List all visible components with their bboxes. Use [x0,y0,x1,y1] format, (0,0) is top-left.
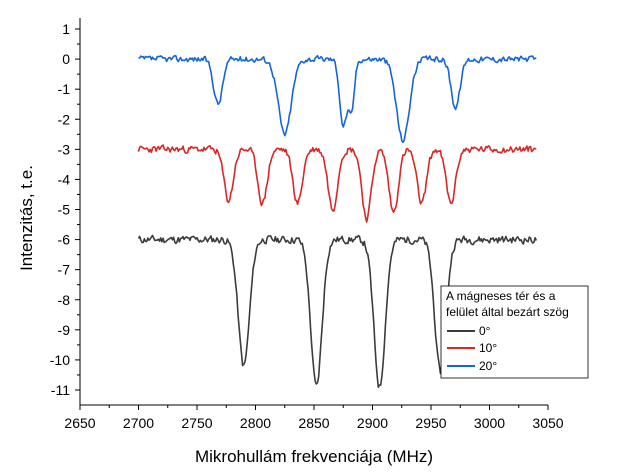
series-line-1 [137,144,537,223]
x-tick-label: 2750 [181,415,212,431]
y-tick-label: -11 [51,382,70,398]
y-tick-label: -8 [58,292,71,308]
y-tick-label: -4 [58,171,71,187]
y-axis-title: Intenzitás, t.e. [17,165,36,271]
x-tick-label: 2950 [415,415,446,431]
x-tick-label: 2900 [357,415,388,431]
y-tick-label: -9 [58,322,71,338]
series-line-0 [137,234,538,388]
y-tick-label: -2 [58,111,71,127]
y-tick-label: -7 [58,262,71,278]
x-tick-label: 2800 [240,415,271,431]
x-tick-label: 3050 [532,415,563,431]
legend-label-10deg: 10° [479,341,497,355]
y-tick-label: -5 [58,202,71,218]
legend-label-20deg: 20° [479,359,497,373]
x-axis-title: Mikrohullám frekvenciája (MHz) [195,447,433,466]
y-tick-label: -10 [50,352,70,368]
series-line-2 [138,54,537,144]
x-tick-label: 2650 [64,415,95,431]
y-tick-label: -6 [58,232,71,248]
x-tick-label: 3000 [474,415,505,431]
x-tick-group: 2650 2700 2750 2800 2850 2900 2950 3000 3050 [64,405,564,431]
y-tick-group: 1 0 -1 -2 -3 -4 -5 -6 -7 -8 -9 -10 -11 [50,21,80,398]
x-tick-label: 2700 [123,415,154,431]
y-tick-label: 1 [62,21,70,37]
y-tick-label: -1 [58,81,71,97]
y-tick-label: 0 [62,51,70,67]
series-group [137,54,538,388]
legend-title-line1: A mágneses tér és a [446,289,556,303]
legend: A mágneses tér és a felület által bezárt… [440,285,589,379]
legend-title-line2: felület által bezárt szög [446,305,569,319]
y-tick-label: -3 [58,141,71,157]
legend-label-0deg: 0° [479,324,491,338]
x-tick-label: 2850 [298,415,329,431]
